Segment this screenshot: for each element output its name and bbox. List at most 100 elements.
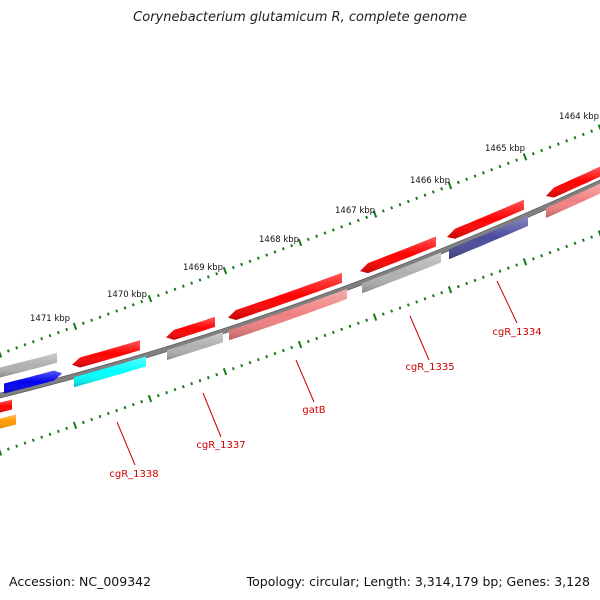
kbp-label-1467: 1467 kbp [335, 206, 375, 216]
minor-tick [240, 363, 244, 368]
minor-tick [156, 393, 160, 398]
minor-tick [231, 265, 235, 270]
gene-blue-left-shade [4, 370, 62, 394]
minor-tick [81, 321, 85, 325]
minor-tick [398, 203, 402, 207]
genome-backbone [0, 179, 600, 399]
minor-tick [248, 259, 252, 263]
minor-tick [240, 262, 244, 267]
minor-tick [165, 290, 169, 295]
major-tick [372, 210, 378, 218]
minor-tick [456, 284, 460, 289]
minor-tick [6, 349, 10, 353]
outer-scale-ticks [0, 124, 600, 358]
gene-gray-cgR-1337-shade [167, 332, 223, 361]
minor-tick [465, 177, 469, 181]
minor-tick [306, 237, 310, 242]
minor-tick [31, 340, 35, 344]
leader-line-cgR_1334 [496, 280, 518, 324]
major-tick [597, 230, 600, 237]
gene-red-cgR-1338-above-shade [72, 340, 140, 368]
minor-tick [415, 300, 419, 304]
minor-tick [15, 444, 19, 448]
minor-tick [456, 180, 460, 185]
minor-tick [398, 306, 402, 310]
minor-tick [590, 235, 594, 239]
minor-tick [265, 253, 269, 257]
minor-tick [548, 145, 552, 149]
minor-tick [531, 257, 535, 261]
gene-label-cgR_1338: cgR_1338 [109, 469, 158, 480]
kbp-label-1464: 1464 kbp [559, 112, 599, 122]
kbp-label-1465: 1465 kbp [485, 144, 525, 154]
minor-tick [565, 139, 569, 143]
minor-tick [465, 281, 469, 286]
minor-tick [390, 309, 394, 313]
major-tick [72, 421, 78, 430]
minor-tick [206, 376, 210, 380]
minor-tick [231, 366, 235, 371]
minor-tick [90, 417, 94, 422]
gene-orange-left-edge-shade [0, 414, 16, 429]
accession-text: Accession: NC_009342 [9, 574, 152, 589]
minor-tick [190, 281, 194, 285]
minor-tick [473, 278, 477, 283]
gene-red-cgR-1335-above-shade [360, 236, 436, 274]
minor-tick [531, 152, 535, 156]
kbp-scale-labels: 1464 kbp 1465 kbp 1466 kbp 1467 kbp 1468 kbp… [30, 112, 599, 324]
gene-label-cgR_1337: cgR_1337 [196, 440, 245, 451]
minor-tick [265, 354, 269, 359]
gene-navy-cgR-1334-shade [449, 215, 528, 260]
minor-tick [431, 294, 435, 298]
minor-tick [56, 330, 60, 335]
leader-line-cgR_1338 [116, 421, 136, 466]
minor-tick [365, 318, 369, 322]
minor-tick [40, 337, 44, 341]
minor-tick [131, 303, 135, 307]
minor-tick [256, 256, 260, 260]
minor-tick [415, 196, 419, 200]
minor-tick [98, 315, 102, 319]
minor-tick [348, 324, 352, 328]
minor-tick [248, 360, 252, 365]
minor-tick [440, 187, 444, 191]
minor-tick [331, 228, 335, 232]
gene-gray-left-shade [0, 352, 57, 378]
gene-red-cgR-1337-above-shade [166, 316, 215, 340]
minor-tick [90, 318, 94, 322]
gene-features [0, 166, 600, 429]
minor-tick [440, 291, 444, 295]
major-tick [297, 238, 303, 247]
gene-label-cgR_1334: cgR_1334 [492, 327, 541, 338]
minor-tick [481, 275, 485, 279]
minor-tick [115, 309, 119, 313]
kbp-label-1466: 1466 kbp [410, 176, 450, 186]
minor-tick [140, 399, 144, 404]
minor-tick [340, 327, 344, 331]
minor-tick [306, 339, 310, 344]
minor-tick [506, 161, 510, 165]
minor-tick [198, 278, 202, 282]
minor-tick [123, 405, 127, 410]
minor-tick [106, 411, 110, 416]
minor-tick [556, 142, 560, 146]
gene-label-cgR_1335: cgR_1335 [405, 362, 454, 373]
minor-tick [48, 432, 52, 436]
major-tick [447, 285, 453, 294]
kbp-label-1469: 1469 kbp [183, 263, 223, 273]
minor-tick [390, 206, 394, 210]
gene-cyan-cgR-1338-shade [74, 356, 146, 388]
major-tick [522, 153, 528, 161]
map-title: Corynebacterium glutamicum R, complete g… [133, 10, 467, 25]
minor-tick [115, 408, 119, 413]
minor-tick [273, 351, 277, 356]
gene-gray-cgR-1335-shade [362, 252, 441, 294]
major-tick [0, 448, 3, 456]
minor-tick [556, 247, 560, 252]
minor-tick [498, 269, 502, 273]
minor-tick [98, 414, 102, 419]
leader-line-gatB [295, 359, 315, 403]
kbp-label-1470: 1470 kbp [107, 290, 147, 300]
minor-tick [281, 247, 285, 251]
